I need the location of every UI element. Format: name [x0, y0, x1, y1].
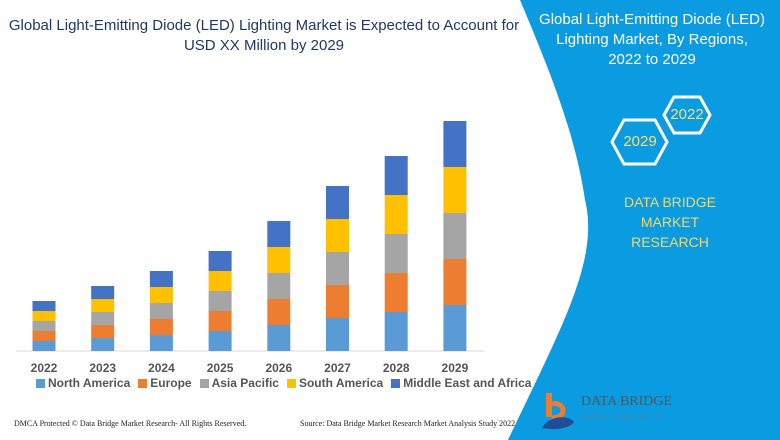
- bar-segment-2024-asia-pacific: [149, 303, 173, 319]
- bar-segment-2026-north-america: [267, 325, 291, 351]
- hexagon-2029: [610, 118, 669, 166]
- bar-segment-2024-europe: [149, 319, 173, 335]
- legend-label: South America: [298, 376, 384, 390]
- legend-item: Middle East and Africa: [391, 376, 531, 390]
- bar-segment-2027-europe: [326, 285, 349, 318]
- bar-segment-2022-south-america: [32, 311, 56, 321]
- x-tick-label: 2028: [383, 361, 410, 375]
- bar-segment-2025-europe: [208, 311, 232, 331]
- bar-segment-2029-middle-east-and-africa: [443, 121, 467, 167]
- source-note: Source: Data Bridge Market Research Mark…: [300, 419, 516, 428]
- legend-label: Middle East and Africa: [403, 376, 532, 390]
- legend-item: North America: [36, 376, 130, 390]
- bar-segment-2029-asia-pacific: [443, 213, 467, 259]
- legend-label: Europe: [150, 376, 192, 390]
- bar-segment-2026-middle-east-and-africa: [267, 221, 291, 247]
- bar-segment-2023-middle-east-and-africa: [91, 286, 115, 299]
- legend-label: North America: [48, 376, 131, 390]
- panel-title-line-1: Global Light-Emitting Diode (LED): [539, 11, 765, 28]
- bar-segment-2025-asia-pacific: [208, 291, 232, 311]
- brand-line-2: RESEARCH: [631, 234, 709, 250]
- bar-segment-2025-middle-east-and-africa: [208, 251, 232, 271]
- x-tick-label: 2025: [207, 361, 234, 375]
- bar-segment-2023-north-america: [91, 338, 115, 351]
- bar-segment-2022-asia-pacific: [32, 321, 56, 331]
- x-tick-label: 2022: [31, 361, 58, 375]
- hexagon-2022: [662, 95, 712, 135]
- legend-swatch: [199, 378, 209, 388]
- bar-segment-2023-europe: [91, 325, 115, 338]
- blue-panel: [508, 0, 780, 440]
- bar-segment-2029-south-america: [443, 167, 467, 213]
- bar-segment-2027-north-america: [326, 318, 349, 351]
- title-line-1: Global Light-Emitting Diode (LED) Lighti…: [8, 17, 520, 34]
- bar-segment-2022-europe: [32, 331, 56, 341]
- legend-swatch: [391, 378, 401, 388]
- bar-segment-2026-europe: [267, 299, 291, 325]
- bar-segment-2025-north-america: [208, 331, 232, 351]
- legend-item: South America: [286, 376, 384, 390]
- title-line-2: USD XX Million by 2029: [183, 37, 345, 54]
- logo-icon: [542, 393, 574, 430]
- bar-segment-2028-asia-pacific: [384, 234, 408, 273]
- bar-segment-2024-south-america: [149, 287, 173, 303]
- panel-title-line-3: 2022 to 2029: [608, 51, 696, 68]
- bar-segment-2023-south-america: [91, 299, 115, 312]
- bar-segment-2026-asia-pacific: [267, 273, 291, 299]
- legend-item: Asia Pacific: [199, 376, 279, 390]
- legend-swatch: [36, 378, 45, 388]
- bar-segment-2022-middle-east-and-africa: [32, 301, 56, 311]
- bar-segment-2029-north-america: [443, 305, 467, 351]
- legend-label: Asia Pacific: [211, 376, 279, 390]
- bar-segment-2028-north-america: [384, 312, 408, 351]
- hex-label-2022: 2022: [670, 106, 704, 123]
- x-tick-label: 2027: [324, 361, 351, 375]
- brand-line-1: DATA BRIDGE MARKET: [623, 194, 717, 230]
- bar-segment-2025-south-america: [208, 271, 232, 291]
- bar-segment-2024-middle-east-and-africa: [149, 271, 173, 287]
- logo-subtext: MARKET RESEARCH: [582, 414, 662, 420]
- panel-title: Global Light-Emitting Diode (LED) Lightin…: [532, 10, 772, 70]
- bar-segment-2028-south-america: [384, 195, 408, 234]
- brand-text: DATA BRIDGE MARKET RESEARCH: [600, 192, 740, 252]
- legend-swatch: [286, 378, 296, 388]
- chart-title: Global Light-Emitting Diode (LED) Lighti…: [4, 16, 524, 56]
- bar-segment-2024-north-america: [149, 335, 173, 351]
- chart: 2022 2023 2024 2025 2026 2027 2028 2029: [16, 121, 484, 375]
- legend: North America Europe Asia Pacific South Ame…: [36, 376, 531, 390]
- bar-segment-2029-europe: [443, 259, 467, 305]
- bar-segment-2028-middle-east-and-africa: [384, 156, 408, 195]
- x-tick-label: 2026: [265, 361, 292, 375]
- bar-segment-2022-north-america: [32, 341, 56, 351]
- x-tick-label: 2023: [89, 361, 116, 375]
- legend-item: Europe: [138, 376, 192, 390]
- x-tick-label: 2029: [442, 361, 469, 375]
- panel-title-line-2: Lighting Market, By Regions,: [556, 31, 748, 48]
- logo-text: DATA BRIDGE: [581, 394, 673, 409]
- bar-segment-2023-asia-pacific: [91, 312, 115, 325]
- bar-segment-2027-asia-pacific: [326, 252, 349, 285]
- x-tick-label: 2024: [148, 361, 175, 375]
- bar-segment-2028-europe: [384, 273, 408, 312]
- bar-segment-2027-south-america: [326, 219, 349, 252]
- dmca-notice: DMCA Protected © Data Bridge Market Rese…: [14, 419, 247, 428]
- hex-label-2029: 2029: [623, 133, 657, 150]
- bar-segment-2026-south-america: [267, 247, 291, 273]
- bar-segment-2027-middle-east-and-africa: [326, 186, 349, 219]
- legend-swatch: [138, 378, 148, 388]
